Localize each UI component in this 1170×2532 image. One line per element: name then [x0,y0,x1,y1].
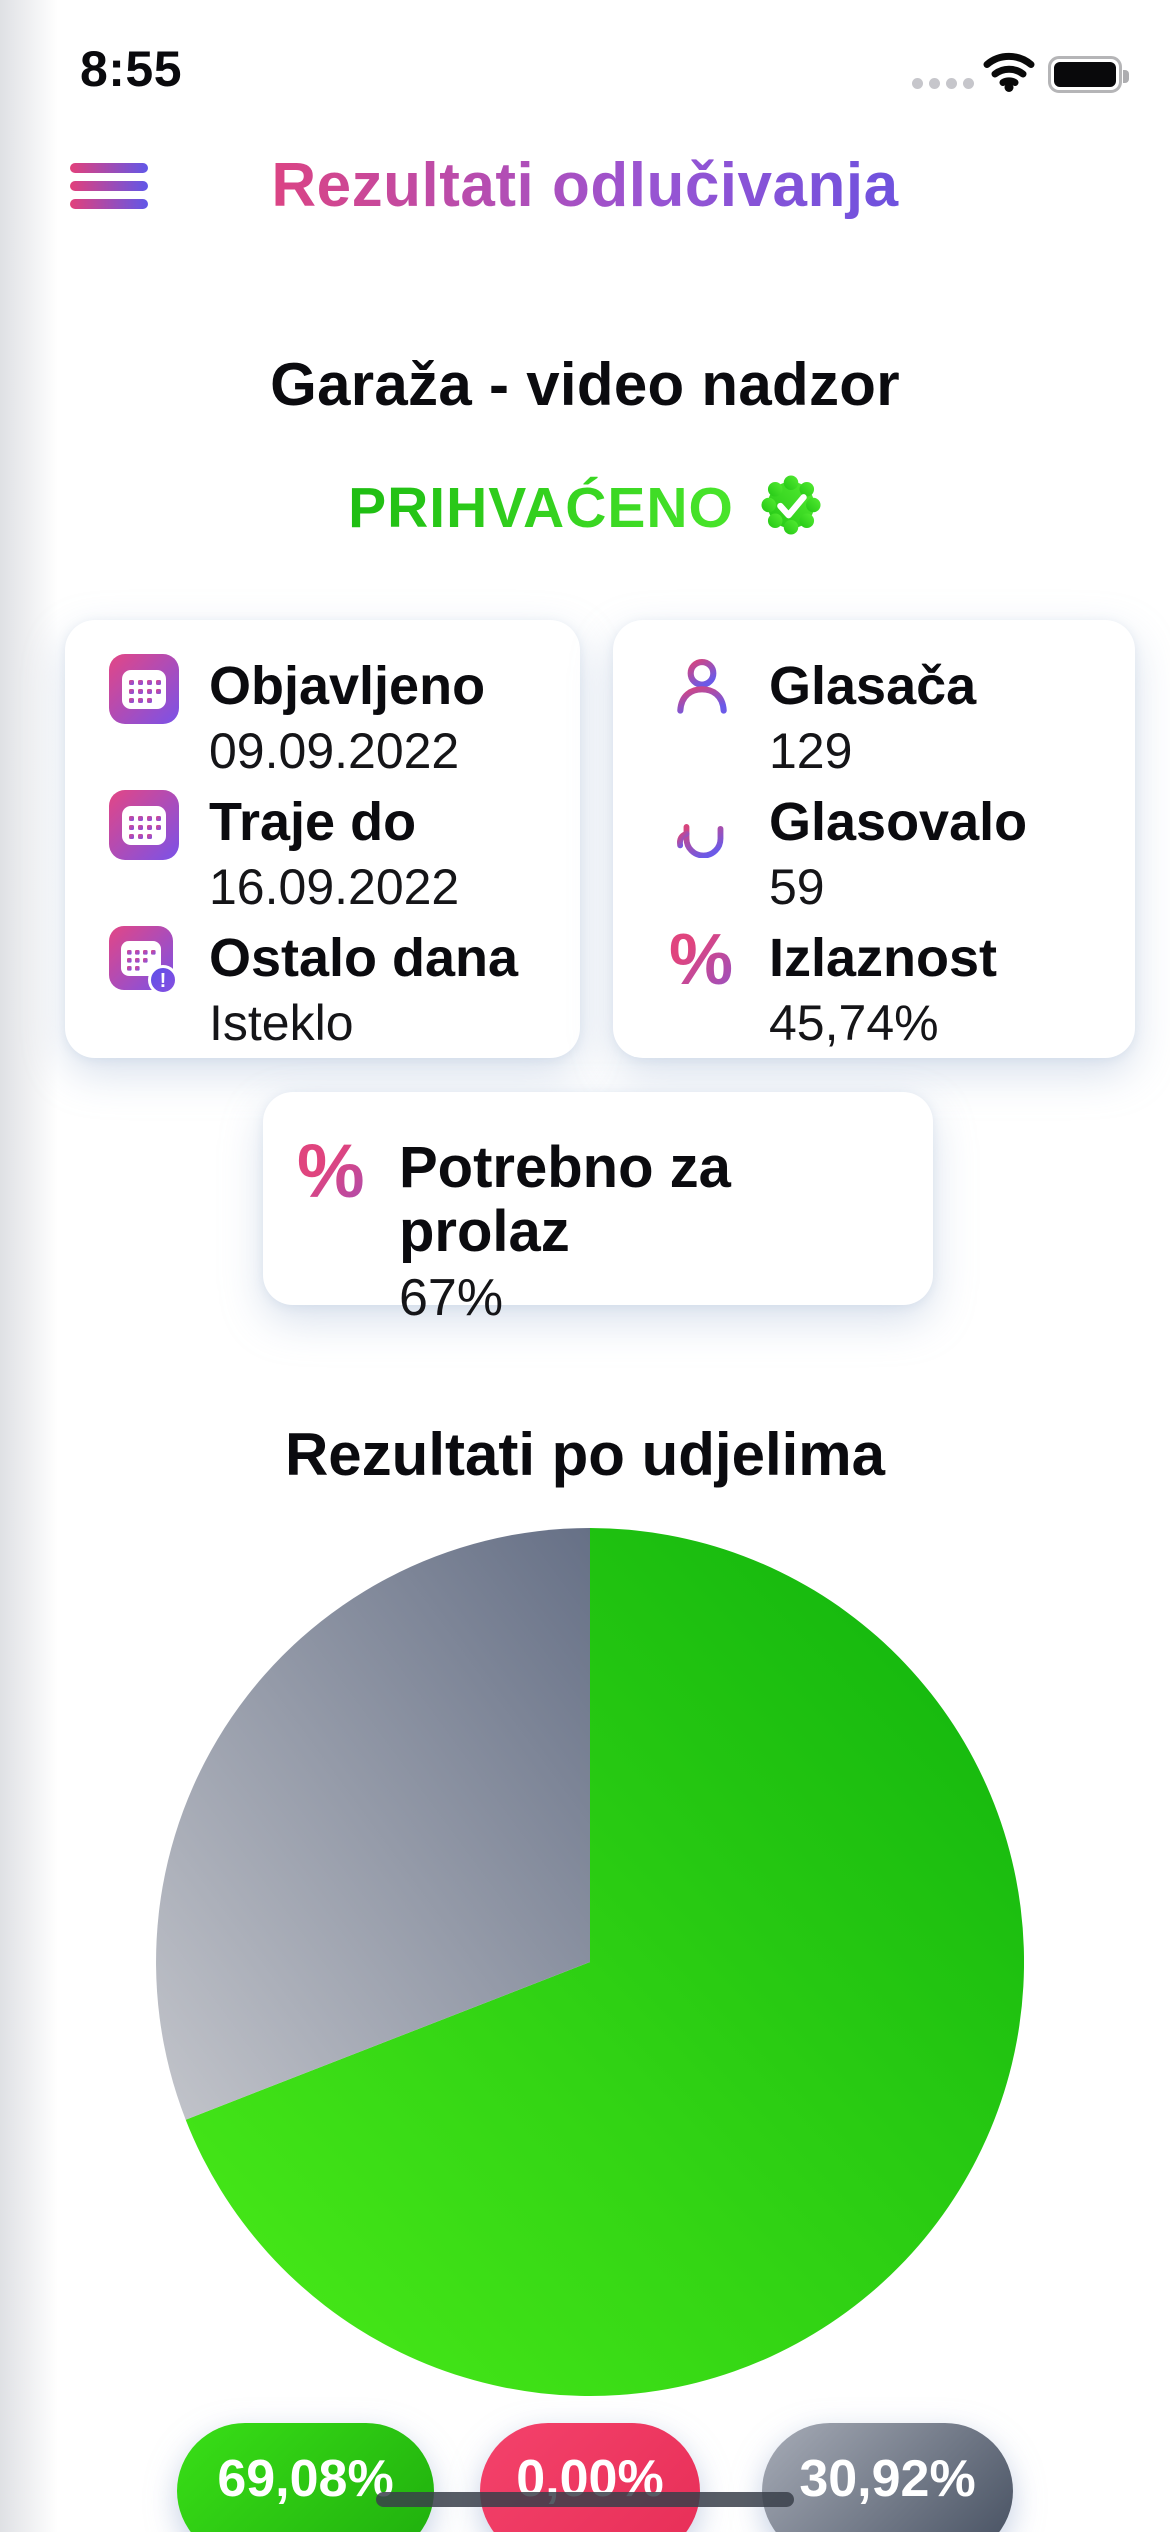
row-label: Potrebno za prolaz [399,1135,731,1264]
row-value: Isteklo [209,995,354,1051]
person-icon [669,652,751,782]
battery-icon [1048,56,1129,93]
row-label: Glasovalo [769,792,1028,852]
percent-icon: % [297,1134,381,1328]
row-label: Glasača [769,656,977,716]
chart-title: Rezultati po udjelima [284,1421,886,1488]
row-value: 09.09.2022 [209,723,460,779]
menu-button[interactable] [70,163,148,209]
status-badge: PRIHVAĆENO [348,475,734,540]
percent-icon: % [669,924,751,1054]
calendar-alert-icon: ! [109,924,191,1054]
wifi-icon [982,50,1036,97]
pie-slice-green [185,1528,1024,2396]
pie-slice-gray [156,1528,591,2120]
info-row-voters: Glasača 129 [669,652,1115,782]
row-value: 16.09.2022 [209,859,460,915]
info-row-turnout: % Izlaznost 45,74% [669,924,1115,1054]
row-value: 67% [399,1269,504,1327]
status-time: 8:55 [79,41,183,97]
calendar-icon [109,652,191,782]
legend-pill-gray: 30,92% [762,2423,1013,2532]
legend-pill-green: 69,08% [177,2423,434,2532]
threshold-card: % Potrebno za prolaz 67% [263,1092,933,1327]
hand-icon [669,788,751,918]
verified-seal-icon [760,474,822,541]
votes-card: Glasača 129 Glasovalo 59 % Izlaznost 45,… [613,620,1135,1058]
svg-text:!: ! [160,970,167,992]
row-label: Traje do [209,792,417,852]
status-row: PRIHVAĆENO [0,474,1170,541]
info-row-voted: Glasovalo 59 [669,788,1115,918]
dates-card: Objavljeno 09.09.2022 Traje do 16.09.202… [65,620,580,1058]
legend-pill-pink: 0,00% [480,2423,700,2532]
info-row-ends: Traje do 16.09.2022 [109,788,560,918]
page-title: Rezultati odlučivanja [0,150,1170,221]
row-value: 45,74% [769,995,939,1051]
cellular-signal-icon [912,78,974,89]
home-indicator[interactable] [376,2492,794,2507]
info-row-threshold: % Potrebno za prolaz 67% [297,1134,913,1328]
row-label: Ostalo dana [209,928,519,988]
info-row-days-left: ! Ostalo dana Isteklo [109,924,560,1054]
proposal-title: Garaža - video nadzor [270,351,900,418]
row-label: Izlaznost [769,928,998,988]
calendar-icon [109,788,191,918]
row-value: 129 [769,723,853,779]
pie-chart [156,1528,1024,2396]
info-row-published: Objavljeno 09.09.2022 [109,652,560,782]
row-value: 59 [769,859,825,915]
row-label: Objavljeno [209,656,486,716]
